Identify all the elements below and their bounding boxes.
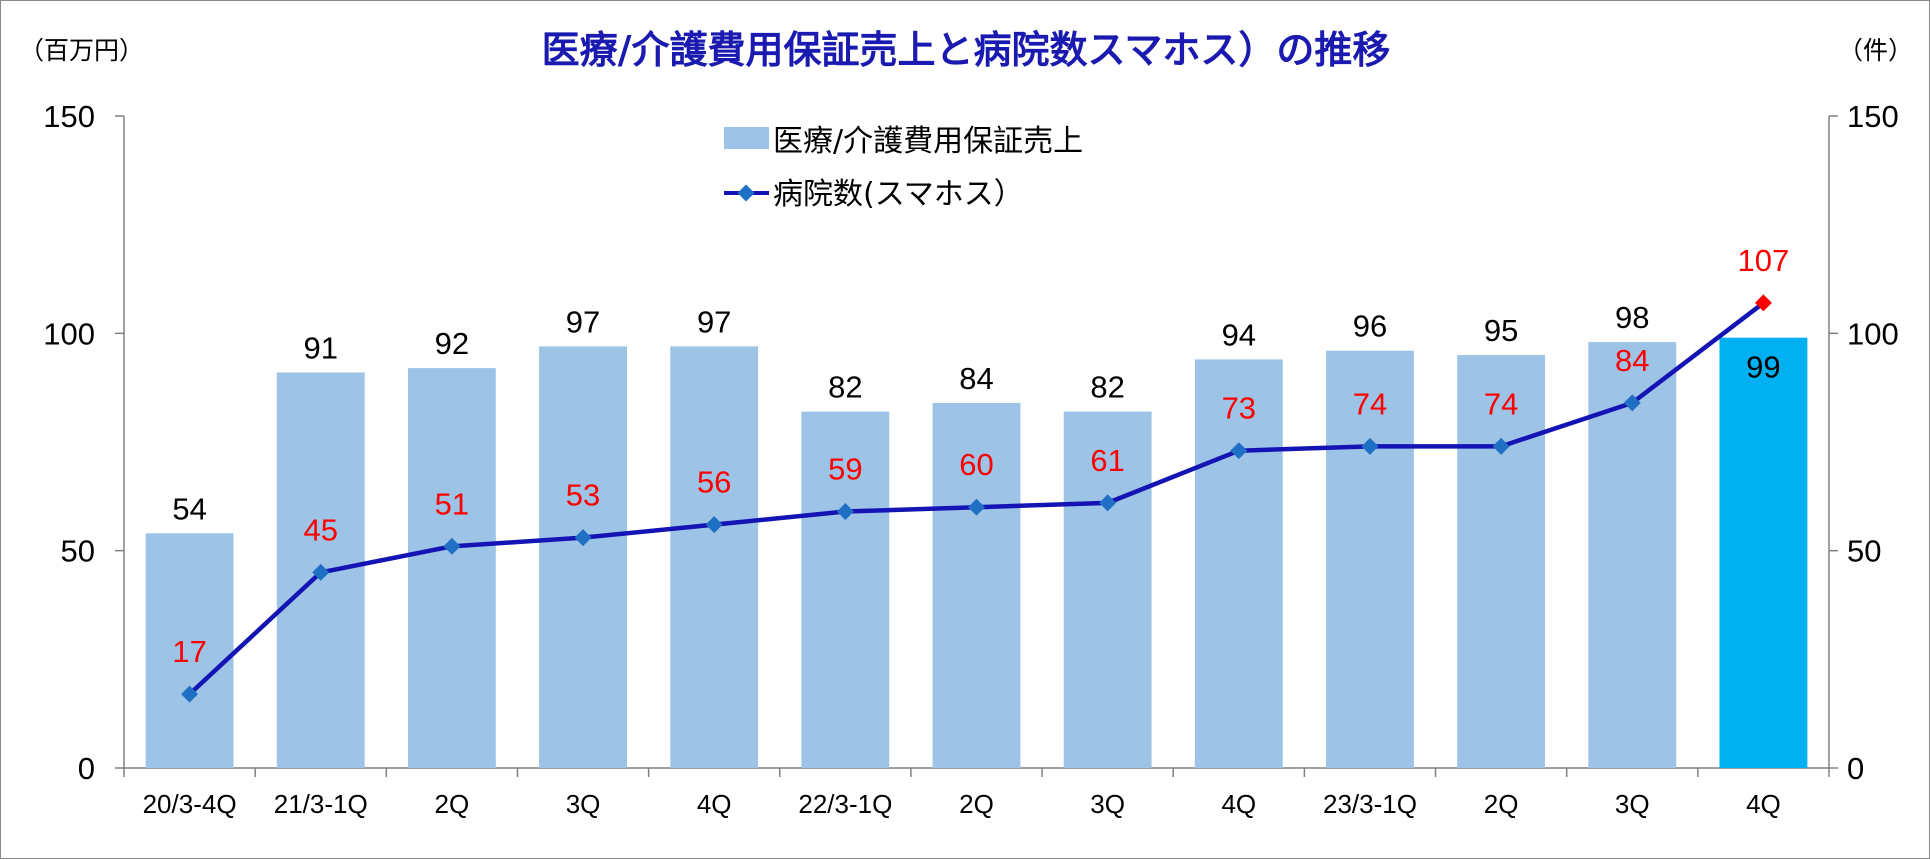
left-tick-label: 100 (43, 316, 95, 351)
left-tick-label: 0 (78, 751, 95, 786)
left-tick-label: 50 (61, 534, 95, 569)
legend-line-label: 病院数(スマホス） (773, 177, 1024, 212)
legend-bar-swatch (724, 127, 769, 149)
bar-value-label: 54 (172, 491, 206, 526)
x-category-label: 3Q (1090, 789, 1125, 819)
bar (1326, 350, 1414, 768)
bar (801, 411, 890, 768)
bar-value-label: 97 (566, 304, 600, 339)
right-tick-label: 100 (1847, 316, 1899, 351)
bar-value-label: 99 (1746, 350, 1780, 385)
bar (1063, 411, 1152, 768)
bar (145, 533, 234, 768)
bar (932, 402, 1021, 768)
bar (1457, 355, 1546, 768)
bar (539, 346, 627, 768)
line-point-marker (181, 685, 199, 703)
bar (407, 368, 496, 768)
left-tick-label: 150 (43, 99, 95, 134)
right-axis-unit: （件） (1838, 36, 1913, 65)
x-category-label: 22/3-1Q (798, 789, 892, 819)
x-category-label: 4Q (697, 789, 732, 819)
line-point-marker (443, 537, 461, 555)
legend-line-marker (737, 184, 755, 202)
left-axis-unit: （百万円） (19, 36, 144, 65)
chart-title: 医療/介護費用保証売上と病院数スマホス）の推移 (542, 28, 1391, 72)
line-value-label: 53 (566, 478, 600, 513)
bar-value-label: 98 (1615, 300, 1649, 335)
x-category-label: 4Q (1746, 789, 1781, 819)
bar-value-label: 96 (1353, 309, 1387, 344)
legend: 医療/介護費用保証売上 病院数(スマホス） (724, 124, 1083, 212)
line-value-label: 61 (1090, 443, 1124, 478)
bar-value-label: 95 (1484, 313, 1518, 348)
right-tick-label: 50 (1847, 534, 1881, 569)
line-value-label: 74 (1353, 386, 1387, 421)
x-category-label: 2Q (959, 789, 994, 819)
x-category-label: 3Q (1615, 789, 1650, 819)
line-value-label: 45 (303, 512, 337, 547)
x-category-label: 4Q (1221, 789, 1256, 819)
line-value-label: 56 (697, 465, 731, 500)
line-value-label: 59 (828, 452, 862, 487)
line-value-label: 73 (1222, 391, 1256, 426)
right-tick-label: 150 (1847, 99, 1899, 134)
line-value-label: 107 (1738, 243, 1790, 278)
right-tick-label: 0 (1847, 751, 1864, 786)
axes: 0 0 50 50 100 100 150 150 20/3-4Q 21/3-1Q 2Q 3Q 4Q 22… (43, 99, 1898, 819)
bar-value-label: 94 (1222, 317, 1256, 352)
bar-value-label: 82 (1090, 370, 1124, 405)
bar (670, 346, 759, 768)
bar-value-label: 84 (959, 361, 993, 396)
line-point-marker (836, 503, 854, 521)
bar-series: 54 91 92 97 97 82 84 82 94 96 95 98 99 (145, 300, 1808, 768)
line-value-label: 51 (435, 486, 469, 521)
bar-value-label: 97 (697, 304, 731, 339)
line-point-marker (312, 563, 330, 581)
line-series: 17 45 51 53 56 59 60 61 73 74 74 84 107 (172, 243, 1789, 703)
line-value-label: 17 (172, 634, 206, 669)
x-category-label: 20/3-4Q (143, 789, 237, 819)
line-value-label: 74 (1484, 386, 1518, 421)
bar-value-label: 91 (303, 330, 337, 365)
x-category-label: 2Q (435, 789, 470, 819)
legend-bar-label: 医療/介護費用保証売上 (773, 124, 1083, 159)
x-category-label: 2Q (1484, 789, 1519, 819)
x-category-label: 21/3-1Q (274, 789, 368, 819)
line-value-label: 84 (1615, 343, 1649, 378)
line-value-label: 60 (959, 447, 993, 482)
bar-value-label: 82 (828, 370, 862, 405)
x-category-label: 3Q (566, 789, 601, 819)
x-category-label: 23/3-1Q (1323, 789, 1417, 819)
bar-value-label: 92 (435, 326, 469, 361)
line-point-marker (968, 498, 985, 516)
line-point-marker (705, 516, 723, 534)
bar (1719, 337, 1808, 768)
bar (1194, 359, 1283, 768)
line-point-marker (574, 529, 592, 547)
